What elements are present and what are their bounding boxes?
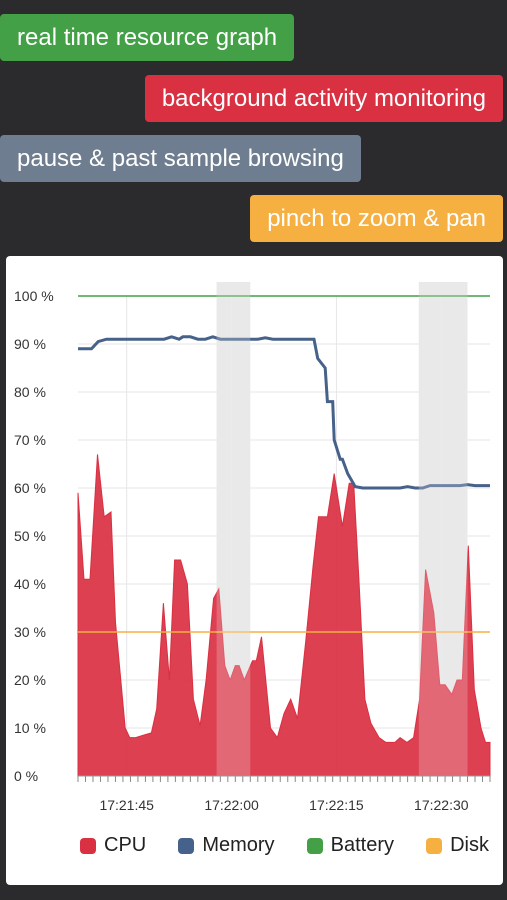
resource-graph-card[interactable]: 0 % 10 % 20 % 30 % 40 % 50 % 60 % 70 % 80 % 90 % 1… [6,256,503,885]
x-tick-label: 17:22:30 [414,797,469,813]
series-memory-line [78,335,490,490]
legend-label-cpu: CPU [104,834,147,856]
y-tick-label: 40 % [14,576,46,592]
y-tick-label: 80 % [14,384,46,400]
chart-legend: CPU Memory Battery Disk [6,834,503,857]
series-cpu-area [77,454,491,777]
legend-swatch-battery [306,837,323,854]
x-tick-label: 17:22:15 [309,797,364,813]
feature-badge-pinch-zoom: pinch to zoom & pan [250,195,503,242]
highlight-overlay-0 [216,282,251,776]
x-tick-label: 17:21:45 [99,797,154,813]
y-tick-label: 20 % [14,672,46,688]
legend-swatch-memory [178,837,195,854]
legend-label-disk: Disk [450,834,489,856]
y-tick-label: 60 % [14,480,46,496]
highlight-overlay-1 [418,282,468,776]
y-tick-label: 50 % [14,528,46,544]
legend-swatch-disk [426,837,443,854]
legend-item-cpu[interactable]: CPU [80,834,146,857]
legend-item-memory[interactable]: Memory [178,834,275,857]
y-tick-label: 70 % [14,432,46,448]
legend-label-memory: Memory [202,834,275,856]
legend-item-disk[interactable]: Disk [426,834,489,857]
legend-item-battery[interactable]: Battery [306,834,395,857]
feature-badge-realtime-graph: real time resource graph [0,14,295,61]
y-tick-label: 0 % [14,768,38,784]
feature-badge-pause-browsing: pause & past sample browsing [0,135,361,182]
legend-label-battery: Battery [330,834,395,856]
y-tick-label: 90 % [14,336,46,352]
resource-chart[interactable]: 0 % 10 % 20 % 30 % 40 % 50 % 60 % 70 % 80 % 90 % 1… [6,256,503,826]
x-tick-label: 17:22:00 [204,797,259,813]
y-tick-label: 10 % [14,720,46,736]
feature-badge-background-monitoring: background activity monitoring [144,75,503,122]
legend-swatch-cpu [80,837,96,854]
y-tick-label: 30 % [14,624,46,640]
y-tick-label: 100 % [14,288,54,304]
